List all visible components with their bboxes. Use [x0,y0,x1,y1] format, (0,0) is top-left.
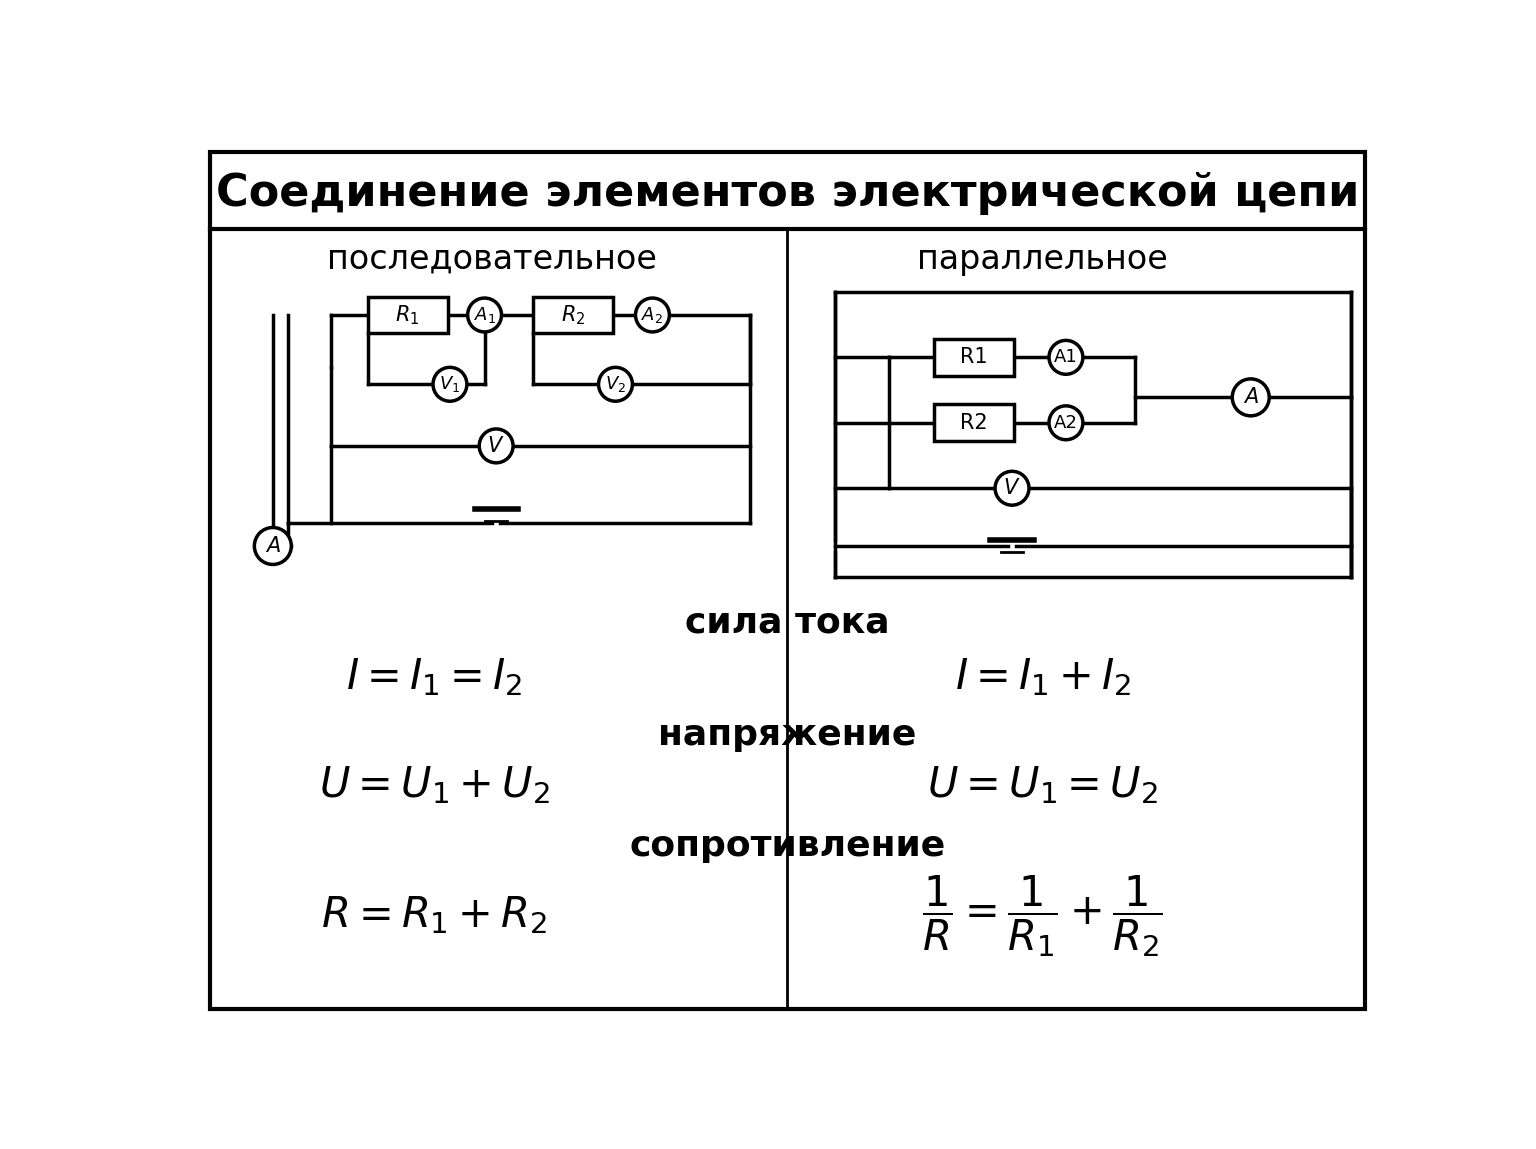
Text: A2: A2 [1054,414,1078,432]
Text: $A$: $A$ [1243,387,1258,408]
Text: R2: R2 [960,412,988,433]
Text: $A_1$: $A_1$ [473,304,496,325]
Text: $R_1$: $R_1$ [395,303,419,326]
Bar [367,296,447,333]
Bar [533,296,613,333]
Text: $A$: $A$ [264,535,281,556]
Text: $V_1$: $V_1$ [439,375,461,394]
Text: напряжение: напряжение [657,718,917,751]
Text: $V$: $V$ [487,435,505,456]
Circle shape [1049,406,1083,440]
Text: параллельное: параллельное [917,244,1169,276]
Text: сила тока: сила тока [685,606,889,640]
Text: $I = I_1 = I_2$: $I = I_1 = I_2$ [347,656,522,697]
Bar [934,339,1014,376]
Bar [934,404,1014,441]
Text: $A_2$: $A_2$ [642,304,664,325]
Text: $R_2$: $R_2$ [561,303,585,326]
Circle shape [1232,379,1269,416]
Text: A1: A1 [1054,348,1078,367]
Text: $I = I_1 + I_2$: $I = I_1 + I_2$ [955,656,1130,697]
Circle shape [995,471,1029,506]
Circle shape [599,368,633,401]
Circle shape [1049,340,1083,375]
Text: сопротивление: сопротивление [630,830,945,863]
Circle shape [467,298,502,332]
Text: последовательное: последовательное [327,244,656,276]
Circle shape [255,527,292,564]
Text: $\dfrac{1}{R} = \dfrac{1}{R_1} + \dfrac{1}{R_2}$: $\dfrac{1}{R} = \dfrac{1}{R_1} + \dfrac{… [923,872,1163,958]
Circle shape [636,298,670,332]
Text: $U = U_1 = U_2$: $U = U_1 = U_2$ [928,764,1158,805]
Text: $R = R_1 + R_2$: $R = R_1 + R_2$ [321,895,548,936]
Text: R1: R1 [960,347,988,368]
Text: Соединение элементов электрической цепи: Соединение элементов электрической цепи [215,172,1359,215]
Circle shape [433,368,467,401]
Text: $V_2$: $V_2$ [605,375,627,394]
Text: $V$: $V$ [1003,478,1021,499]
Circle shape [479,429,513,463]
Text: $U = U_1 + U_2$: $U = U_1 + U_2$ [319,764,550,805]
